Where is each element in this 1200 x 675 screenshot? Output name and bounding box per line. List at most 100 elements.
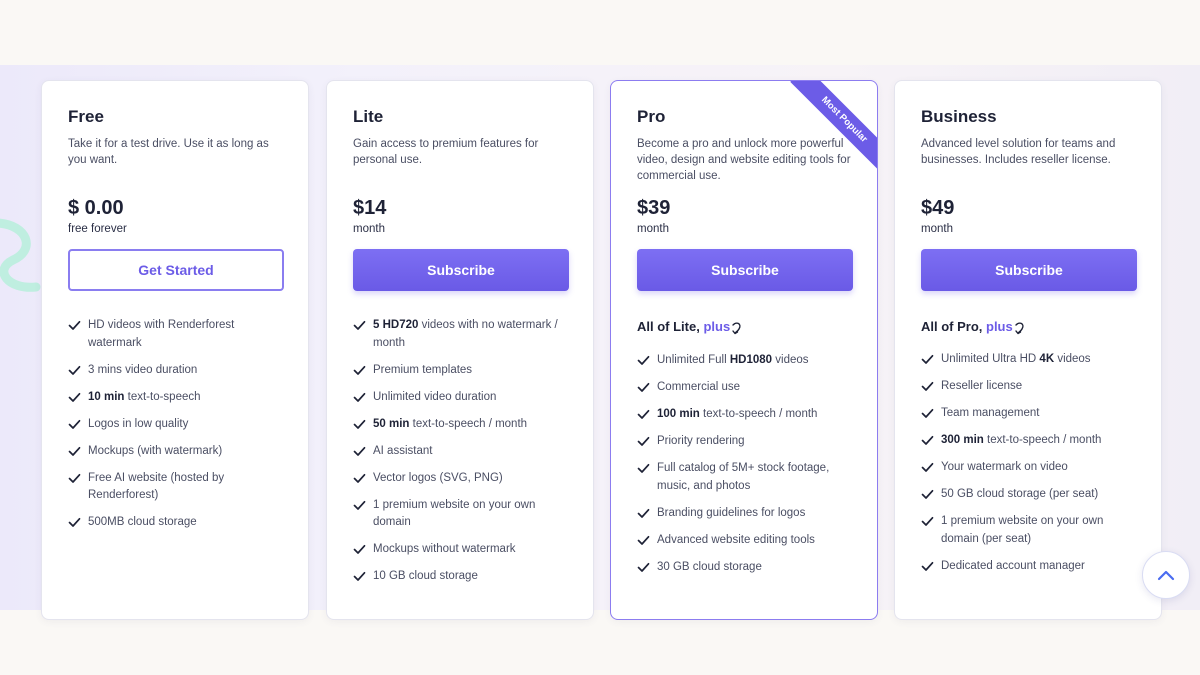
feature-highlight: 5 HD720 [373, 319, 419, 331]
check-icon [637, 463, 650, 473]
feature-item: Free AI website (hosted by Renderforest) [68, 470, 288, 505]
feature-item: 30 GB cloud storage [637, 559, 857, 577]
feature-text: Logos in low quality [88, 417, 189, 430]
feature-item: Vector logos (SVG, PNG) [353, 470, 573, 488]
feature-text: HD videos with Renderforest watermark [88, 319, 235, 349]
decorative-wave [0, 218, 41, 292]
feature-highlight: 10 min [88, 390, 125, 403]
feature-text: Premium templates [373, 363, 473, 376]
feature-text: Dedicated account manager [941, 559, 1085, 572]
feature-item: Full catalog of 5M+ stock footage, music… [637, 460, 857, 495]
chevron-up-icon [1157, 570, 1175, 581]
check-icon [637, 436, 650, 446]
feature-text: Team management [941, 407, 1040, 419]
feature-text: 30 GB cloud storage [657, 560, 762, 573]
scroll-to-top-button[interactable] [1142, 551, 1190, 599]
check-icon [353, 419, 366, 429]
feature-item: Commercial use [637, 379, 857, 397]
feature-text: text-to-speech / month [983, 434, 1102, 446]
feature-text: 1 premium website on your own domain [373, 498, 536, 529]
subscribe-button-business[interactable]: Subscribe [921, 249, 1137, 291]
feature-item: 1 premium website on your own domain [353, 497, 573, 532]
feature-item: Advanced website editing tools [637, 532, 857, 550]
plan-name: Business [921, 107, 997, 126]
feature-text: Unlimited Ultra HD [941, 353, 1040, 365]
check-icon [353, 500, 366, 510]
feature-text: text-to-speech / month [409, 417, 528, 430]
plan-card-business: Business Advanced level solution for tea… [894, 80, 1162, 620]
feature-text: text-to-speech / month [699, 408, 818, 420]
plan-card-lite: Lite Gain access to premium features for… [326, 80, 594, 620]
check-icon [921, 561, 934, 571]
feature-text: videos [772, 354, 809, 366]
includes-prefix: All of Pro, [921, 319, 986, 334]
check-icon [637, 535, 650, 545]
check-icon [353, 365, 366, 375]
feature-item: Premium templates [353, 362, 573, 380]
feature-text: 500MB cloud storage [88, 516, 197, 528]
feature-item: Mockups without watermark [353, 541, 573, 559]
check-icon [637, 562, 650, 572]
feature-item: Unlimited Full HD1080 videos [637, 352, 857, 370]
feature-list: Unlimited Ultra HD 4K videos Reseller lic… [921, 351, 1141, 585]
check-icon [921, 462, 934, 472]
curved-arrow-icon [732, 322, 741, 334]
check-icon [921, 381, 934, 391]
plan-description: Advanced level solution for teams and bu… [921, 138, 1116, 166]
subscribe-button-lite[interactable]: Subscribe [353, 249, 569, 291]
feature-text: AI assistant [373, 444, 433, 457]
feature-text: Unlimited Full [657, 354, 730, 366]
check-icon [68, 517, 81, 527]
plan-period: month [921, 223, 953, 235]
feature-text: Commercial use [657, 381, 741, 393]
plan-description: Gain access to premium features for pers… [353, 138, 539, 166]
feature-item: Unlimited Ultra HD 4K videos [921, 351, 1141, 369]
feature-item: 500MB cloud storage [68, 514, 288, 532]
plan-period: month [353, 223, 385, 235]
check-icon [921, 516, 934, 526]
check-icon [921, 408, 934, 418]
feature-text: 1 premium website on your own domain (pe… [941, 515, 1104, 545]
check-icon [637, 382, 650, 392]
feature-item: 50 min text-to-speech / month [353, 416, 573, 434]
feature-item: 300 min text-to-speech / month [921, 432, 1141, 450]
feature-list: 5 HD720 videos with no watermark / month… [353, 317, 573, 595]
includes-heading: All of Pro, plus [921, 319, 1026, 335]
check-icon [353, 320, 366, 330]
feature-item: 50 GB cloud storage (per seat) [921, 486, 1141, 504]
check-icon [68, 419, 81, 429]
curved-arrow-icon [1015, 322, 1024, 334]
feature-highlight: 100 min [657, 408, 700, 420]
feature-item: 1 premium website on your own domain (pe… [921, 513, 1141, 548]
feature-text: 10 GB cloud storage [373, 570, 478, 582]
check-icon [68, 473, 81, 483]
feature-highlight: 4K [1039, 353, 1055, 365]
feature-item: Logos in low quality [68, 416, 288, 434]
check-icon [353, 446, 366, 456]
subscribe-button-pro[interactable]: Subscribe [637, 249, 853, 291]
feature-item: Priority rendering [637, 433, 857, 451]
get-started-button[interactable]: Get Started [68, 249, 284, 291]
check-icon [921, 489, 934, 499]
plan-price: $14 [353, 197, 387, 219]
check-icon [921, 354, 934, 364]
check-icon [353, 571, 366, 581]
feature-text: Vector logos (SVG, PNG) [373, 471, 503, 484]
check-icon [353, 544, 366, 554]
feature-item: Unlimited video duration [353, 389, 573, 407]
check-icon [637, 508, 650, 518]
feature-item: Branding guidelines for logos [637, 505, 857, 523]
feature-item: 5 HD720 videos with no watermark / month [353, 317, 573, 352]
feature-text: Mockups (with watermark) [88, 444, 223, 457]
plan-period: month [637, 223, 669, 235]
includes-heading: All of Lite, plus [637, 319, 743, 335]
feature-text: Full catalog of 5M+ stock footage, music… [657, 462, 830, 492]
feature-text: Mockups without watermark [373, 543, 516, 555]
check-icon [68, 320, 81, 330]
check-icon [921, 435, 934, 445]
check-icon [637, 355, 650, 365]
feature-text: videos with no watermark / month [373, 319, 558, 349]
plan-description: Become a pro and unlock more powerful vi… [637, 138, 851, 182]
feature-text: text-to-speech [124, 390, 201, 403]
includes-prefix: All of Lite, [637, 319, 704, 334]
